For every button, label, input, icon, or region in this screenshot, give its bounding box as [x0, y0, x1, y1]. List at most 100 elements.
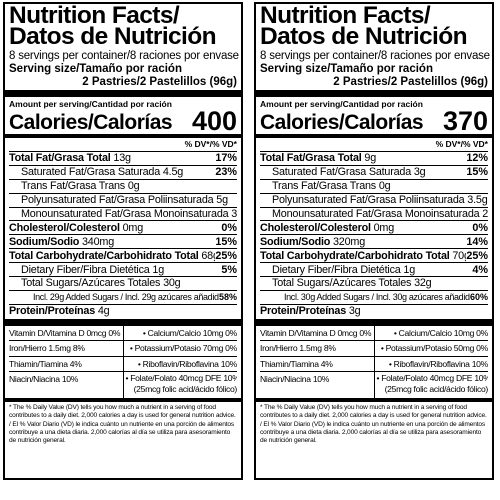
mineral-cell: • Calcium/Calcio 10mg 0% [142, 327, 237, 338]
nutrient-row: Polyunsaturated Fat/Grasa Poliinsaturada… [9, 192, 237, 207]
nutrient-amount: 3g [231, 208, 237, 220]
vitamin-cell: Niacin/Niacina 10% [9, 372, 124, 399]
nutrient-dv: 15% [466, 166, 488, 179]
bullet-icon: • [380, 343, 384, 354]
nutrient-dv: 25% [215, 249, 237, 262]
nutrient-dv: 12% [466, 152, 488, 165]
nutrient-name: Total Fat/Grasa Total [260, 152, 362, 165]
nutrient-name: Saturated Fat/Grasa Saturada [21, 166, 161, 179]
protein-row: Protein/Proteínas 3g [260, 303, 488, 318]
nutrient-row: Trans Fat/Grasa Trans 0g [260, 178, 488, 193]
folate-note: (25mcg folic acid/ácido fólico) [133, 384, 237, 395]
nutrient-amount: 13g [113, 152, 131, 165]
vitamin-row: Iron/Hierro 1.5mg 8% • Potassium/Potasio 5… [260, 341, 488, 357]
nutrient-row: Monounsaturated Fat/Grasa Monoinsaturada… [9, 206, 237, 221]
calories-value: 370 [442, 106, 488, 136]
vitamin-cell: Niacin/Niacina 10% [260, 372, 375, 399]
nutrient-name: Total Fat/Grasa Total [9, 152, 111, 165]
nutrient-name: Monounsaturated Fat/Grasa Monoinsaturada [21, 208, 229, 220]
nutrient-name: Monounsaturated Fat/Grasa Monoinsaturada [272, 208, 480, 220]
nutrient-amount: 5g [216, 194, 228, 207]
vitamin-cell: Vitamin D/Vitamina D 0mcg 0% [260, 325, 375, 341]
mineral-cell: • Potassium/Potasio 70mg 0% [129, 343, 237, 354]
nutrient-dv: 5% [221, 263, 237, 276]
nutrient-row: Saturated Fat/Grasa Saturada 4.5g 23% [9, 164, 237, 179]
protein-name: Protein/Proteínas [260, 305, 346, 318]
nutrient-amount: 3.5g [467, 194, 488, 207]
nutrient-name: Sodium/Sodio [260, 235, 331, 248]
nutrient-dv: 15% [215, 235, 237, 248]
vitamin-row: Thiamin/Tiamina 4% • Riboflavin/Riboflavin… [260, 356, 488, 373]
nutrient-row: Sodium/Sodio 320mg 14% [260, 234, 488, 248]
vitamin-cell: Iron/Hierro 1.5mg 8% [9, 341, 124, 356]
bullet-icon: • [393, 327, 397, 338]
thick-divider [256, 90, 492, 97]
vitamin-row: Thiamin/Tiamina 4% • Riboflavin/Riboflavin… [9, 356, 237, 373]
nutrient-row: Monounsaturated Fat/Grasa Monoinsaturada… [260, 206, 488, 221]
nutrient-row: Saturated Fat/Grasa Saturada 3g 15% [260, 164, 488, 179]
nutrient-name: Saturated Fat/Grasa Saturada [272, 166, 412, 179]
nutrient-amount: 0mg [373, 221, 395, 234]
nutrient-dv: 58% [218, 292, 237, 303]
nutrient-label: Incl. 29g Added Sugars / Incl. 29g azúca… [9, 291, 219, 303]
nutrient-amount: 0g [378, 180, 391, 193]
nutrient-amount: 30g [163, 277, 181, 290]
medium-divider [5, 134, 241, 138]
vitamin-row: Niacin/Niacina 10% • Folate/Folato 40mcg D… [9, 372, 238, 399]
medium-divider [256, 134, 492, 138]
footnote-divider [256, 398, 492, 403]
vitamin-grid: Vitamin D/Vitamina D 0mcg 0% • Calcium/Cal… [9, 325, 238, 399]
protein-name: Protein/Proteínas [9, 305, 95, 318]
title-line-1: Nutrition Facts/ [9, 2, 180, 29]
nutrient-row: Trans Fat/Grasa Trans 0g [9, 178, 237, 193]
protein-amount: 3g [348, 305, 361, 318]
nutrient-dv: 14% [466, 235, 488, 248]
daily-value-header: % DV*/% VD* [184, 139, 237, 149]
bullet-icon: • [137, 358, 141, 369]
daily-value-header: % DV*/% VD* [435, 139, 488, 149]
nutrient-label: Monounsaturated Fat/Grasa Monoinsaturada… [9, 208, 237, 220]
nutrient-label: Saturated Fat/Grasa Saturada 4.5g [9, 166, 183, 178]
folate-note: (25mcg folic acid/ácido fólico) [384, 384, 488, 395]
vitamin-cell: Thiamin/Tiamina 4% [260, 356, 375, 372]
vitamin-row: Iron/Hierro 1.5mg 8% • Potassium/Potasio 7… [9, 341, 237, 357]
nutrient-name: Sodium/Sodio [9, 235, 80, 248]
nutrient-name: Total Sugars/Azúcares Totales [272, 277, 412, 290]
nutrient-label: Polyunsaturated Fat/Grasa Poliinsaturada… [9, 194, 228, 206]
nutrient-dv: 25% [466, 249, 488, 262]
footnote: * The % Daily Value (DV) tells you how m… [260, 404, 487, 444]
mineral-cell: • Folate/Folato 40mcg DFE 10% (25mcg folic… [125, 373, 238, 395]
vitamin-row: Vitamin D/Vitamina D 0mcg 0% • Calcium/Cal… [9, 325, 237, 342]
nutrient-label: Trans Fat/Grasa Trans 0g [260, 180, 390, 192]
nutrient-label: Trans Fat/Grasa Trans 0g [9, 180, 139, 192]
vitamin-row: Vitamin D/Vitamina D 0mcg 0% • Calcium/Cal… [260, 325, 488, 342]
thick-divider [256, 318, 492, 326]
nutrient-amount: 70g [452, 249, 466, 262]
nutrient-dv: 23% [215, 166, 237, 179]
nutrient-amount: 340mg [82, 235, 115, 248]
amount-per-serving: Amount per serving/Cantidad por ración [260, 99, 423, 109]
calories-row: Calories/Calorías 400 [9, 108, 237, 135]
nutrient-label: Sodium/Sodio 320mg [260, 236, 365, 248]
thick-divider [5, 90, 241, 97]
bullet-icon: • [142, 327, 146, 338]
nutrition-label-right: Nutrition Facts/Datos de Nutrición 8 serv… [254, 2, 494, 480]
nutrient-label: Sodium/Sodio 340mg [9, 236, 114, 248]
nutrient-row: Sodium/Sodio 340mg 15% [9, 234, 237, 248]
nutrient-label: Total Sugars/Azúcares Totales 32g [260, 277, 431, 289]
nutrient-row: Total Sugars/Azúcares Totales 30g [9, 276, 237, 290]
title: Nutrition Facts/Datos de Nutrición [9, 2, 237, 49]
nutrient-name: Total Sugars/Azúcares Totales [21, 277, 161, 290]
nutrient-name: Trans Fat/Grasa Trans [21, 180, 126, 193]
vitamin-cell: Iron/Hierro 1.5mg 8% [260, 341, 375, 356]
amount-per-serving: Amount per serving/Cantidad por ración [9, 99, 172, 109]
title: Nutrition Facts/Datos de Nutrición [260, 4, 488, 49]
nutrient-label: Dietary Fiber/Fibra Dietética 1g [260, 264, 415, 276]
vitamin-row: Niacin/Niacina 10% • Folate/Folato 40mcg D… [260, 372, 488, 399]
serving-size-value: 2 Pastries/2 Pastelillos (96g) [333, 76, 488, 88]
protein-row: Protein/Proteínas 4g [9, 303, 237, 318]
footnote-divider [5, 398, 241, 403]
nutrient-name: Trans Fat/Grasa Trans [272, 180, 377, 193]
nutrient-label: Cholesterol/Colesterol 0mg [9, 222, 143, 234]
nutrient-amount: 68g [201, 249, 215, 262]
